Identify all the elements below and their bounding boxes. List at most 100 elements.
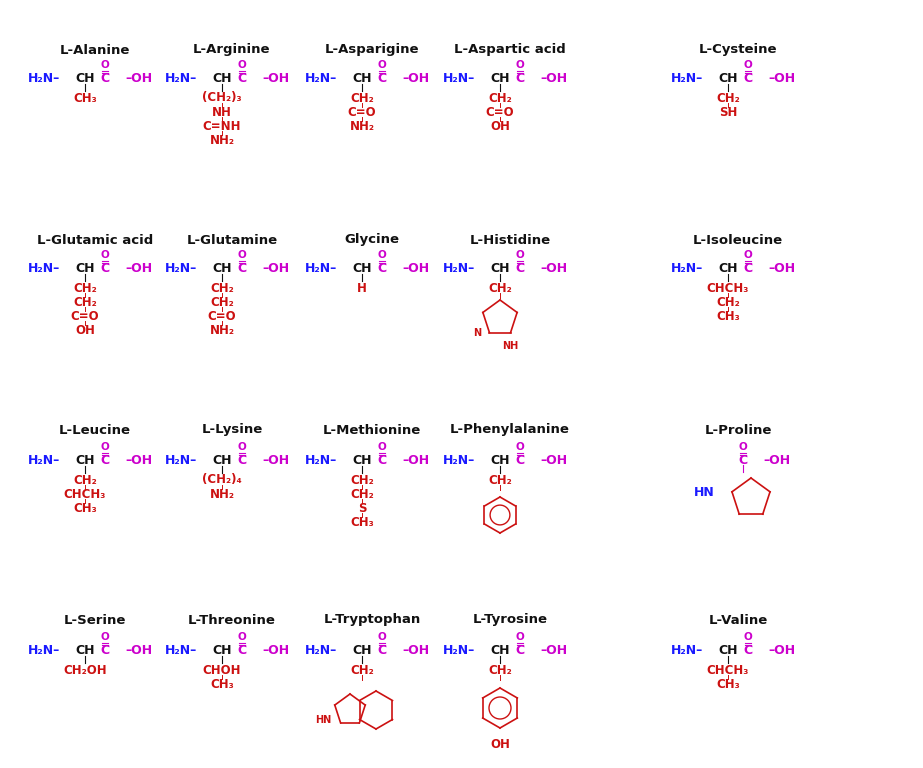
Text: CH: CH [490, 644, 509, 657]
Text: –OH: –OH [402, 71, 429, 84]
Text: H₂N–: H₂N– [443, 71, 475, 84]
Text: –OH: –OH [262, 71, 289, 84]
Text: (CH₂)₃: (CH₂)₃ [202, 91, 242, 104]
Text: CH₂: CH₂ [350, 474, 374, 486]
Text: H₂N–: H₂N– [443, 453, 475, 466]
Text: –OH: –OH [402, 644, 429, 657]
Text: –OH: –OH [768, 644, 795, 657]
Text: CH₂: CH₂ [210, 282, 234, 294]
Text: O: O [744, 632, 752, 642]
Text: NH₂: NH₂ [350, 120, 375, 133]
Text: (CH₂)₄: (CH₂)₄ [202, 474, 242, 486]
Text: CH: CH [212, 644, 232, 657]
Text: H₂N–: H₂N– [305, 261, 337, 274]
Text: CH: CH [212, 261, 232, 274]
Text: C: C [237, 644, 246, 657]
Text: C=NH: C=NH [203, 120, 241, 133]
Text: H₂N–: H₂N– [164, 644, 197, 657]
Text: C=O: C=O [71, 310, 100, 323]
Text: HN: HN [694, 486, 715, 499]
Text: L-Cysteine: L-Cysteine [699, 44, 777, 57]
Text: L-Leucine: L-Leucine [59, 423, 131, 436]
Text: O: O [738, 442, 748, 452]
Text: CH₃: CH₃ [716, 310, 740, 323]
Text: O: O [237, 632, 246, 642]
Text: H₂N–: H₂N– [305, 71, 337, 84]
Text: L-Tryptophan: L-Tryptophan [323, 614, 421, 627]
Text: CH₂: CH₂ [350, 488, 374, 501]
Text: CHCH₃: CHCH₃ [707, 664, 749, 677]
Text: CH₂: CH₂ [210, 296, 234, 309]
Text: C: C [101, 261, 110, 274]
Text: L-Proline: L-Proline [704, 423, 772, 436]
Text: H₂N–: H₂N– [28, 71, 60, 84]
Text: CH: CH [76, 453, 95, 466]
Text: O: O [237, 60, 246, 70]
Text: L-Lysine: L-Lysine [201, 423, 263, 436]
Text: –OH: –OH [125, 453, 152, 466]
Text: CH: CH [76, 71, 95, 84]
Text: H₂N–: H₂N– [164, 261, 197, 274]
Text: C: C [515, 453, 524, 466]
Text: H₂N–: H₂N– [28, 261, 60, 274]
Text: CHCH₃: CHCH₃ [707, 282, 749, 294]
Text: O: O [744, 250, 752, 260]
Text: H₂N–: H₂N– [164, 453, 197, 466]
Text: –OH: –OH [540, 261, 567, 274]
Text: NH₂: NH₂ [210, 488, 234, 501]
Text: C: C [515, 261, 524, 274]
Text: L-Asparigine: L-Asparigine [325, 44, 419, 57]
Text: CH₃: CH₃ [210, 677, 234, 690]
Text: C=O: C=O [208, 310, 236, 323]
Text: H₂N–: H₂N– [305, 644, 337, 657]
Text: CH₂: CH₂ [488, 91, 512, 104]
Text: O: O [378, 632, 387, 642]
Text: CH₂: CH₂ [488, 664, 512, 677]
Text: –OH: –OH [125, 71, 152, 84]
Text: CH₂: CH₂ [488, 282, 512, 294]
Text: C: C [237, 71, 246, 84]
Text: HN: HN [315, 715, 331, 725]
Text: OH: OH [490, 120, 509, 133]
Text: O: O [516, 60, 524, 70]
Text: O: O [237, 250, 246, 260]
Text: CH: CH [353, 644, 372, 657]
Text: H₂N–: H₂N– [28, 644, 60, 657]
Text: SH: SH [719, 105, 737, 118]
Text: L-Glutamine: L-Glutamine [186, 233, 278, 247]
Text: C=O: C=O [485, 105, 514, 118]
Text: CH₂: CH₂ [716, 91, 740, 104]
Text: O: O [516, 442, 524, 452]
Text: L-Methionine: L-Methionine [323, 423, 421, 436]
Text: C: C [738, 453, 748, 466]
Text: L-Alanine: L-Alanine [60, 44, 130, 57]
Text: CH₃: CH₃ [73, 502, 97, 515]
Text: C=O: C=O [348, 105, 377, 118]
Text: –OH: –OH [402, 453, 429, 466]
Text: H₂N–: H₂N– [305, 453, 337, 466]
Text: –OH: –OH [125, 644, 152, 657]
Text: H₂N–: H₂N– [28, 453, 60, 466]
Text: CH: CH [353, 453, 372, 466]
Text: C: C [515, 644, 524, 657]
Text: CH₂: CH₂ [350, 664, 374, 677]
Text: –OH: –OH [262, 261, 289, 274]
Text: O: O [378, 60, 387, 70]
Text: L-Phenylalanine: L-Phenylalanine [450, 423, 569, 436]
Text: C: C [378, 453, 387, 466]
Text: CH: CH [353, 261, 372, 274]
Text: H₂N–: H₂N– [671, 261, 703, 274]
Text: H₂N–: H₂N– [443, 644, 475, 657]
Text: L-Arginine: L-Arginine [193, 44, 270, 57]
Text: O: O [744, 60, 752, 70]
Text: C: C [743, 261, 752, 274]
Text: C: C [515, 71, 524, 84]
Text: CH: CH [490, 71, 509, 84]
Text: CH: CH [490, 453, 509, 466]
Text: C: C [237, 453, 246, 466]
Text: –OH: –OH [540, 644, 567, 657]
Text: CH₂: CH₂ [73, 474, 97, 486]
Text: CH: CH [490, 261, 509, 274]
Text: L-Glutamic acid: L-Glutamic acid [37, 233, 153, 247]
Text: –OH: –OH [125, 261, 152, 274]
